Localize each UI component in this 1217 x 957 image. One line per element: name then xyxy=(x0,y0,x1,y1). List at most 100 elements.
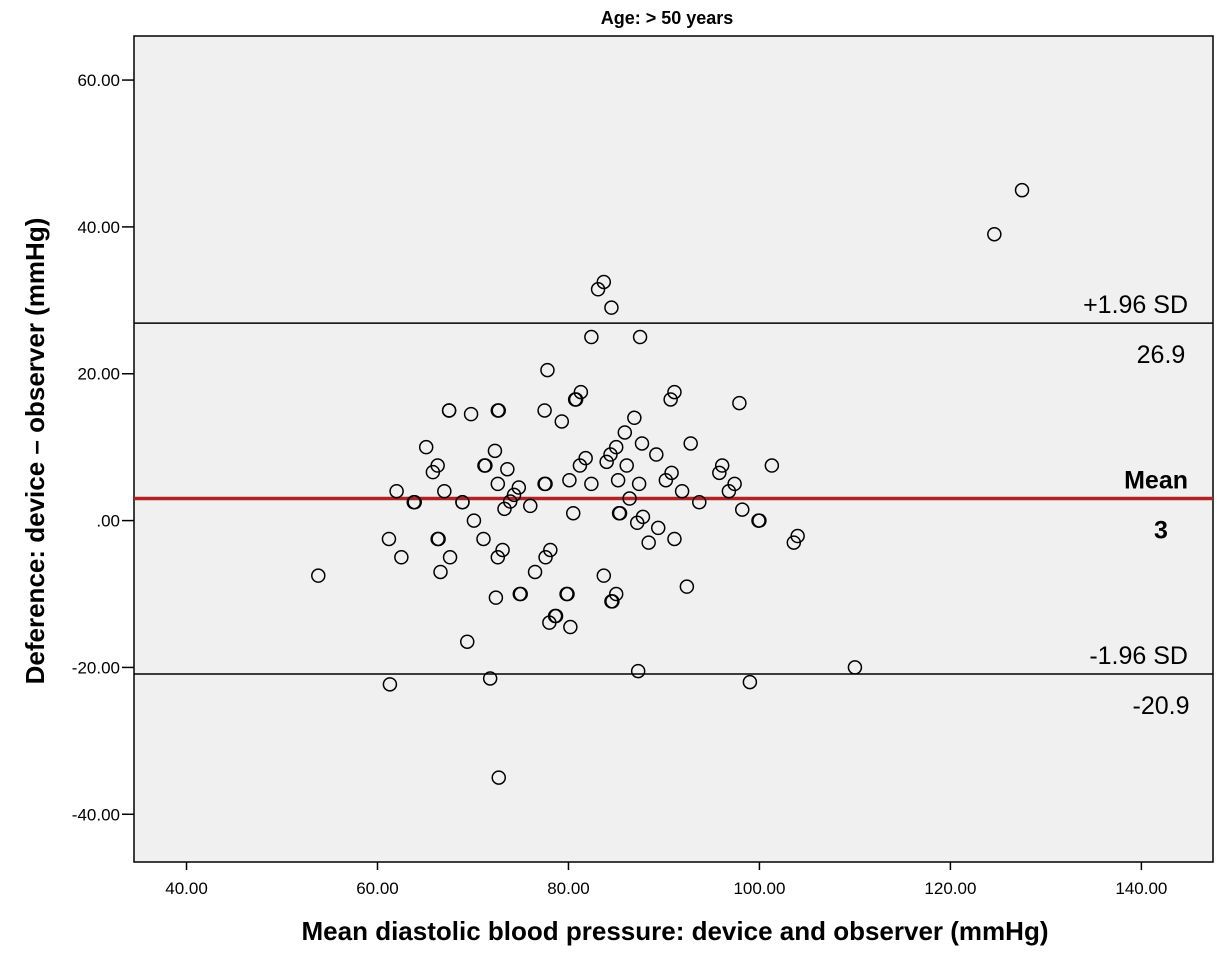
data-point xyxy=(632,329,648,345)
y-tick-label: 60.00 xyxy=(77,71,120,90)
data-point xyxy=(790,528,805,544)
reference-line-labels: +1.96 SD 26.9 Mean 3 -1.96 SD -20.9 xyxy=(1083,291,1189,720)
data-point xyxy=(459,634,475,649)
reference-line-value-0: 26.9 xyxy=(1137,341,1186,369)
data-point xyxy=(631,476,647,492)
reference-lines xyxy=(134,322,1213,675)
data-point xyxy=(634,436,650,451)
data-point xyxy=(491,403,507,418)
data-point xyxy=(490,476,506,492)
data-point xyxy=(488,590,504,605)
data-point xyxy=(667,384,682,400)
data-point xyxy=(735,502,750,517)
reference-line-name-2: -1.96 SD xyxy=(1089,642,1188,670)
data-point xyxy=(538,550,553,565)
y-tick-label: -40.00 xyxy=(72,805,120,824)
data-point xyxy=(433,564,448,580)
data-point xyxy=(622,491,637,506)
x-axis-title: Mean diastolic blood pressure: device an… xyxy=(302,916,1049,946)
data-point xyxy=(683,436,698,451)
data-point xyxy=(1014,182,1030,198)
data-points xyxy=(311,182,1030,785)
y-axis-title: Deference: device – observer (mmHg) xyxy=(20,218,50,685)
data-point xyxy=(437,483,452,499)
data-point xyxy=(389,483,404,499)
data-point xyxy=(482,671,498,686)
data-point xyxy=(381,531,397,547)
data-point xyxy=(441,403,457,418)
y-tick-label: -20.00 xyxy=(72,658,120,677)
data-point xyxy=(650,520,666,536)
data-point xyxy=(476,531,491,547)
data-point xyxy=(610,472,626,488)
data-point xyxy=(442,550,458,565)
data-point xyxy=(554,414,570,429)
data-point xyxy=(987,226,1002,242)
data-point xyxy=(641,535,656,550)
data-point xyxy=(605,594,620,609)
data-point xyxy=(712,465,727,481)
data-point xyxy=(540,362,555,378)
data-point xyxy=(752,513,767,528)
data-point xyxy=(742,674,758,690)
data-point xyxy=(506,487,522,503)
data-point xyxy=(674,483,690,499)
y-tick-label: 40.00 xyxy=(77,218,120,237)
data-point xyxy=(394,550,409,565)
reference-line-name-0: +1.96 SD xyxy=(1083,291,1188,319)
reference-line-value-2: -20.9 xyxy=(1133,692,1190,720)
data-point xyxy=(560,586,575,602)
x-tick-label: 80.00 xyxy=(547,879,590,898)
data-point xyxy=(664,465,679,481)
data-point xyxy=(649,447,664,462)
data-point xyxy=(584,329,599,345)
data-point xyxy=(568,392,584,407)
data-point xyxy=(466,513,482,528)
data-point xyxy=(617,425,633,440)
data-point xyxy=(311,568,326,583)
data-point xyxy=(543,542,558,558)
data-point xyxy=(562,472,577,488)
x-tick-label: 60.00 xyxy=(356,879,399,898)
x-tick-label: 40.00 xyxy=(165,879,208,898)
data-point xyxy=(455,494,470,510)
data-point xyxy=(418,439,434,455)
y-axis: 60.00 40.00 20.00 .00 -20.00 -40.00 xyxy=(72,71,134,824)
x-tick-label: 120.00 xyxy=(924,879,976,898)
data-point xyxy=(430,458,445,473)
data-point xyxy=(608,586,624,602)
data-point xyxy=(431,531,446,547)
data-point xyxy=(714,458,730,473)
data-point xyxy=(596,274,612,290)
data-point xyxy=(630,663,646,679)
chart-title: Age: > 50 years xyxy=(601,8,734,28)
y-tick-label: 20.00 xyxy=(77,365,120,384)
data-point xyxy=(491,770,507,785)
data-point xyxy=(732,395,747,411)
data-point xyxy=(847,660,863,675)
data-point xyxy=(627,410,642,426)
data-point xyxy=(523,498,538,514)
data-point xyxy=(478,458,493,473)
x-tick-label: 140.00 xyxy=(1115,879,1167,898)
data-point xyxy=(487,443,503,459)
data-point xyxy=(513,586,528,602)
data-point xyxy=(490,550,506,565)
data-point xyxy=(565,505,581,521)
data-point xyxy=(764,458,780,473)
data-point xyxy=(527,564,543,580)
data-point xyxy=(608,439,624,455)
y-tick-label: .00 xyxy=(96,512,120,531)
data-point xyxy=(599,454,614,470)
data-point xyxy=(584,476,599,492)
data-point xyxy=(495,542,510,558)
data-point xyxy=(692,494,707,510)
data-point xyxy=(612,505,628,521)
data-point xyxy=(511,480,527,495)
data-point xyxy=(563,619,578,635)
data-point xyxy=(604,300,619,315)
data-point xyxy=(538,476,553,492)
plot-area xyxy=(133,35,1214,863)
data-point xyxy=(663,392,678,407)
